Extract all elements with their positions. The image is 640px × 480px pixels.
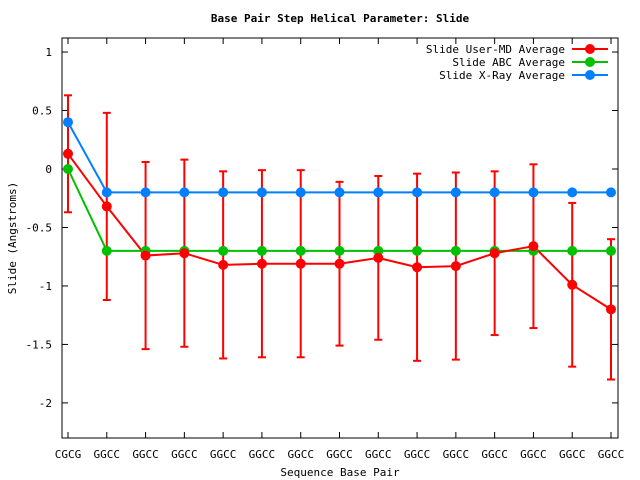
x-tick-label: GGCC <box>443 448 470 461</box>
x-tick-label: GGCC <box>94 448 121 461</box>
data-point <box>373 245 384 256</box>
x-tick-label: GGCC <box>326 448 353 461</box>
data-point <box>567 187 578 198</box>
data-point <box>63 148 73 159</box>
x-tick-label: GGCC <box>287 448 314 461</box>
data-point <box>101 201 112 212</box>
x-tick-label: GGCC <box>249 448 276 461</box>
y-tick-label: -1 <box>39 280 52 293</box>
chart-title: Base Pair Step Helical Parameter: Slide <box>211 12 470 25</box>
y-tick-label: -1.5 <box>26 338 53 351</box>
x-tick-label: GGCC <box>481 448 508 461</box>
data-point <box>450 187 461 198</box>
data-point <box>606 245 616 256</box>
x-tick-label: GGCC <box>559 448 586 461</box>
data-point <box>295 258 306 269</box>
data-point <box>179 187 190 198</box>
data-point <box>489 248 500 259</box>
data-point <box>606 187 616 198</box>
data-point <box>295 187 306 198</box>
data-point <box>567 279 578 290</box>
data-point <box>373 187 384 198</box>
data-point <box>489 187 500 198</box>
data-point <box>140 250 151 261</box>
data-point <box>606 304 616 315</box>
data-point <box>101 187 112 198</box>
x-axis: CGCG GGCC GGCC GGCC GGCC GGCC GGCC GGCC GGCC GGCC… <box>55 38 625 461</box>
data-point <box>373 252 384 263</box>
y-tick-label: 0 <box>45 163 52 176</box>
data-point <box>412 245 423 256</box>
x-tick-label: GGCC <box>598 448 625 461</box>
x-tick-label: GGCC <box>132 448 159 461</box>
y-tick-label: -2 <box>39 397 52 410</box>
x-tick-label: GGCC <box>404 448 431 461</box>
data-point <box>450 261 461 272</box>
data-point <box>567 245 578 256</box>
x-tick-label: GGCC <box>365 448 392 461</box>
series-points <box>63 117 616 315</box>
data-point <box>450 245 461 256</box>
data-point <box>295 245 306 256</box>
data-point <box>218 259 229 270</box>
data-point <box>412 187 423 198</box>
data-point <box>256 245 267 256</box>
legend-marker <box>585 57 595 67</box>
x-tick-label: GGCC <box>171 448 198 461</box>
data-point <box>218 245 229 256</box>
data-point <box>528 187 539 198</box>
data-point <box>63 163 73 174</box>
data-point <box>334 187 345 198</box>
x-tick-label: CGCG <box>55 448 82 461</box>
legend-label: Slide X-Ray Average <box>439 69 565 82</box>
data-point <box>528 241 539 252</box>
y-tick-label: 0.5 <box>32 105 52 118</box>
y-tick-label: -0.5 <box>26 221 53 234</box>
data-point <box>334 245 345 256</box>
x-tick-label: GGCC <box>520 448 547 461</box>
data-point <box>101 245 112 256</box>
data-point <box>412 262 423 273</box>
y-tick-label: 1 <box>45 46 52 59</box>
x-axis-label: Sequence Base Pair <box>280 466 400 479</box>
data-point <box>334 258 345 269</box>
legend-marker <box>585 70 595 80</box>
x-tick-label: GGCC <box>210 448 237 461</box>
legend-label: Slide User-MD Average <box>426 43 565 56</box>
data-point <box>218 187 229 198</box>
data-point <box>63 117 73 128</box>
data-point <box>179 248 190 259</box>
error-bars <box>64 94 615 381</box>
y-axis: 1 0.5 0 -0.5 -1 -1.5 -2 <box>26 46 618 410</box>
data-point <box>256 258 267 269</box>
data-point <box>140 187 151 198</box>
data-point <box>256 187 267 198</box>
legend-marker <box>585 44 595 54</box>
y-axis-label: Slide (Angstroms) <box>6 182 19 295</box>
legend-label: Slide ABC Average <box>452 56 565 69</box>
